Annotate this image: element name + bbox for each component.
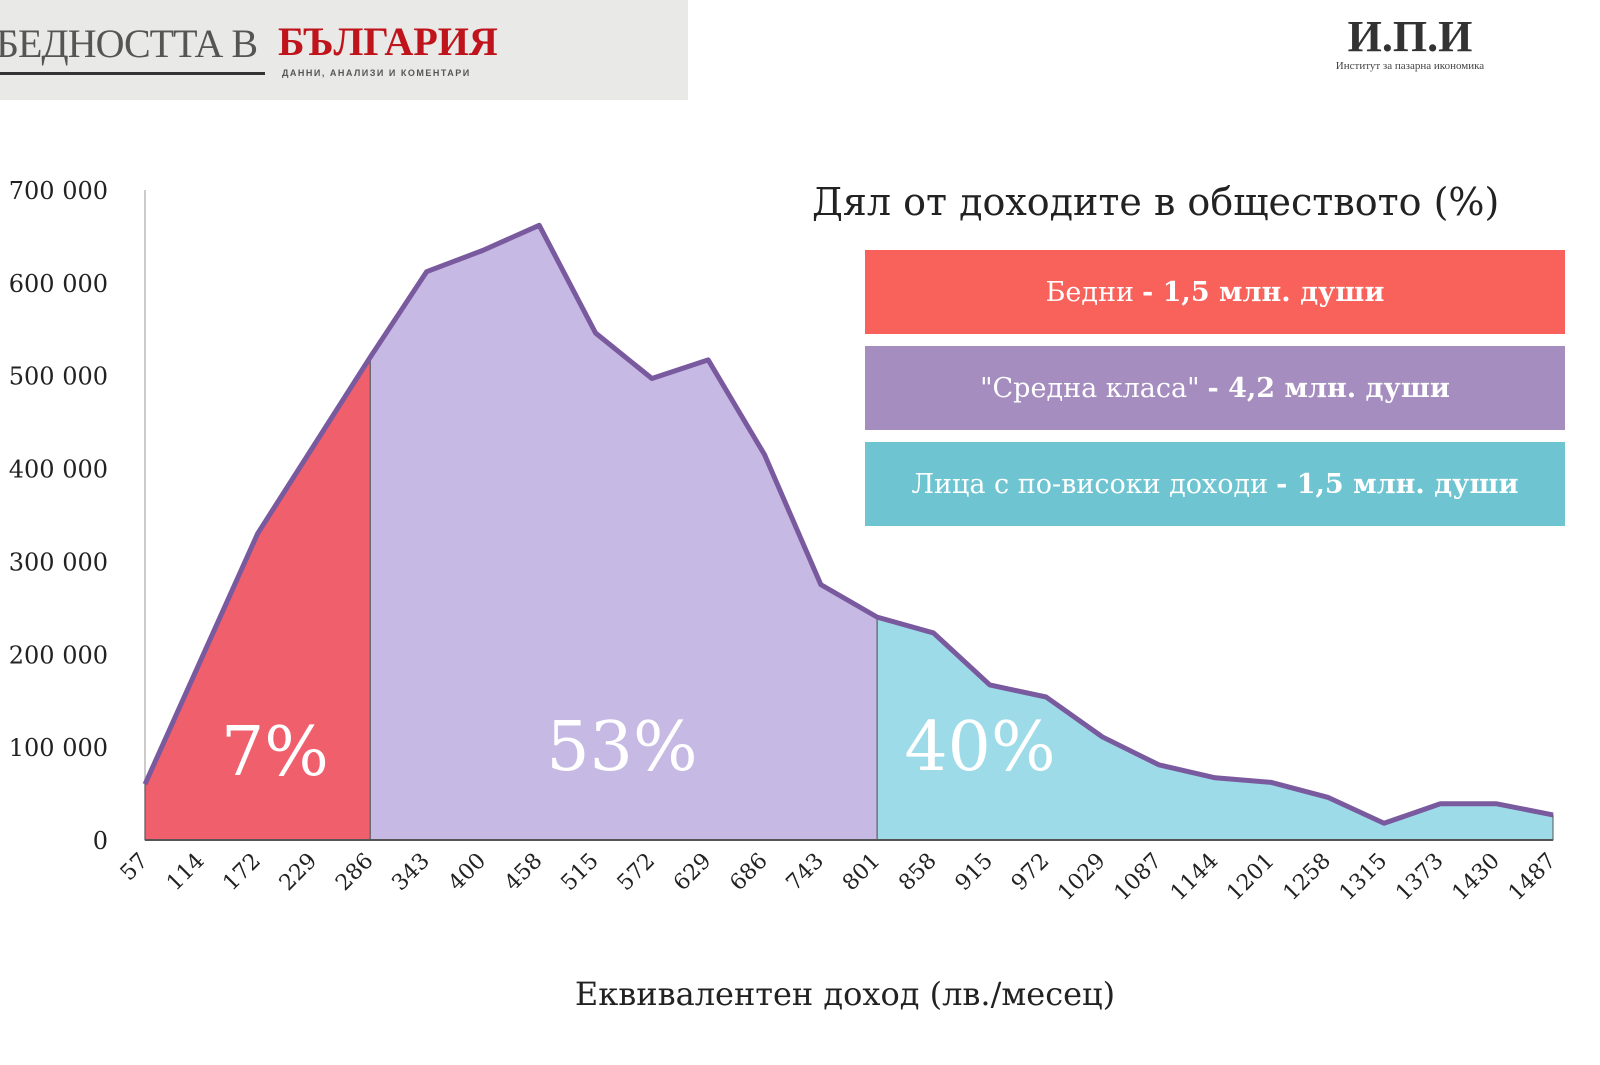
x-tick-label: 114 bbox=[162, 849, 209, 896]
banner-divider bbox=[0, 72, 265, 75]
series-line bbox=[142, 222, 1554, 826]
x-tick-label: 801 bbox=[838, 849, 885, 896]
legend-item-poor: Бедни - 1,5 млн. души bbox=[865, 250, 1565, 334]
x-tick-label: 1201 bbox=[1222, 849, 1279, 906]
y-tick-label: 200 000 bbox=[9, 641, 108, 669]
legend-item-high: Лица с по-високи доходи - 1,5 млн. души bbox=[865, 442, 1565, 526]
logo-abbrev: И.П.И bbox=[1347, 12, 1473, 61]
x-tick-label: 515 bbox=[556, 849, 603, 896]
legend-detail: - 4,2 млн. души bbox=[1207, 372, 1450, 404]
x-tick-label: 229 bbox=[275, 849, 322, 896]
y-tick-label: 300 000 bbox=[9, 548, 108, 576]
x-tick-label: 915 bbox=[951, 849, 998, 896]
x-tick-label: 629 bbox=[669, 849, 716, 896]
legend-label: "Средна класа" bbox=[980, 372, 1200, 404]
segment-share-label: 53% bbox=[546, 708, 697, 787]
banner-title-red: БЪЛГАРИЯ bbox=[278, 19, 498, 64]
x-tick-label: 743 bbox=[782, 849, 829, 896]
x-tick-label: 1487 bbox=[1504, 849, 1561, 906]
x-tick-label: 1029 bbox=[1053, 849, 1110, 906]
x-tick-label: 686 bbox=[725, 849, 772, 896]
x-tick-label: 458 bbox=[500, 849, 547, 896]
x-tick-label: 858 bbox=[894, 849, 941, 896]
x-tick-label: 1430 bbox=[1448, 849, 1505, 906]
banner-subtitle: ДАННИ, АНАЛИЗИ И КОМЕНТАРИ bbox=[282, 68, 471, 78]
x-tick-label: 400 bbox=[444, 849, 491, 896]
y-tick-label: 700 000 bbox=[9, 177, 108, 205]
y-tick-label: 600 000 bbox=[9, 270, 108, 298]
x-tick-label: 57 bbox=[116, 849, 153, 886]
legend-item-middle: "Средна класа" - 4,2 млн. души bbox=[865, 346, 1565, 430]
y-tick-label: 500 000 bbox=[9, 363, 108, 391]
y-tick-label: 100 000 bbox=[9, 734, 108, 762]
y-tick-label: 400 000 bbox=[9, 456, 108, 484]
x-axis-title: Еквивалентен доход (лв./месец) bbox=[575, 975, 1115, 1013]
x-tick-label: 1258 bbox=[1279, 849, 1336, 906]
x-tick-label: 972 bbox=[1007, 849, 1054, 896]
x-tick-label: 343 bbox=[387, 849, 434, 896]
legend-title: Дял от доходите в обществото (%) bbox=[812, 180, 1500, 224]
legend-label: Бедни bbox=[1045, 276, 1135, 308]
banner-title-gray: БЕДНОСТТА В bbox=[0, 21, 258, 66]
ipi-logo: И.П.И Институт за пазарна икономика bbox=[1290, 12, 1530, 73]
legend-detail: - 1,5 млн. души bbox=[1276, 468, 1519, 500]
segment-share-label: 7% bbox=[221, 713, 329, 792]
x-tick-label: 1087 bbox=[1110, 849, 1167, 906]
segment-share-label: 40% bbox=[904, 708, 1055, 787]
logo-fullname: Институт за пазарна икономика bbox=[1335, 60, 1485, 72]
x-tick-label: 1315 bbox=[1335, 849, 1392, 906]
y-tick-label: 0 bbox=[93, 827, 108, 855]
x-tick-label: 1144 bbox=[1166, 849, 1223, 906]
report-banner: БЕДНОСТТА В БЪЛГАРИЯ ДАННИ, АНАЛИЗИ И КО… bbox=[0, 0, 688, 100]
legend-detail: - 1,5 млн. души bbox=[1142, 276, 1385, 308]
x-tick-label: 1373 bbox=[1391, 849, 1448, 906]
x-tick-label: 172 bbox=[219, 849, 266, 896]
x-tick-label: 286 bbox=[331, 849, 378, 896]
legend-label: Лица с по-високи доходи bbox=[911, 468, 1269, 500]
x-tick-label: 572 bbox=[613, 849, 660, 896]
